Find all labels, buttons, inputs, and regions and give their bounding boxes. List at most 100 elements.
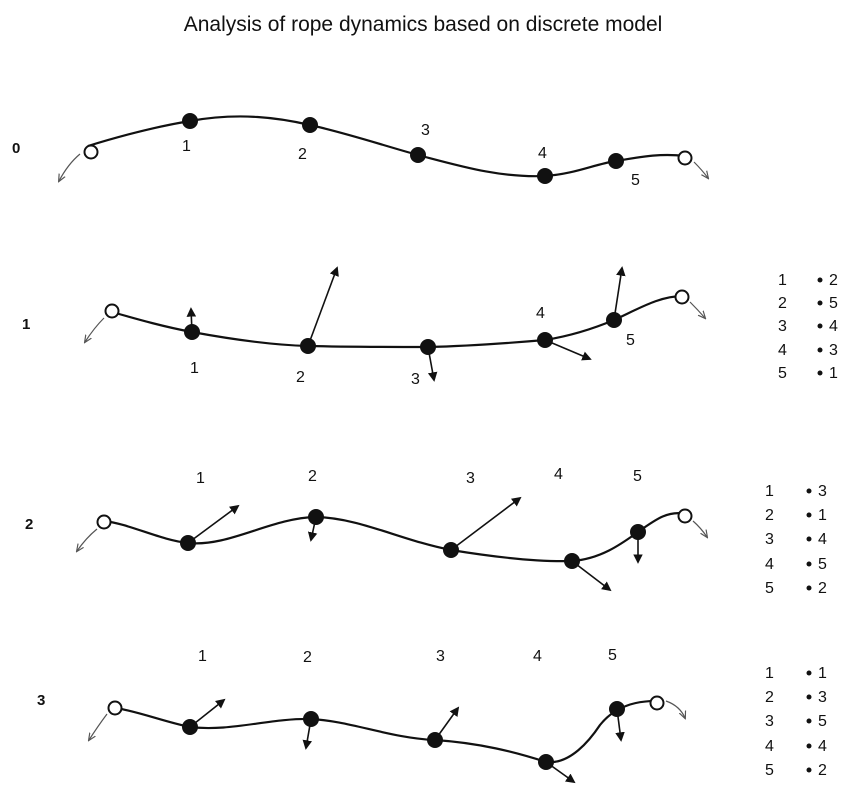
node-5 [606,312,622,328]
mapping-dot [817,347,823,353]
end-ring-right [674,289,690,305]
stage-0: 0 1 2 3 4 5 [12,113,708,189]
node-label-4: 4 [554,466,563,483]
node-5 [609,701,625,717]
mapping-to: 3 [829,342,838,359]
mapping-dot [817,370,823,376]
mapping-to: 4 [818,738,827,755]
node-4 [564,553,580,569]
node-2 [300,338,316,354]
mapping-from: 4 [765,738,774,755]
end-arrow-right [693,161,708,178]
mapping-row: 1 1 [765,665,827,682]
node-label-2: 2 [296,369,305,386]
mapping-row: 3 4 [778,318,838,335]
mapping-dot [806,670,812,676]
node-3 [420,339,436,355]
mapping-row: 3 4 [765,531,827,548]
mapping-to: 5 [818,556,827,573]
end-ring-left [96,514,112,530]
mapping-row: 1 2 [778,272,838,289]
node-label-2: 2 [303,649,312,666]
mapping-dot [817,323,823,329]
stage-2: 2 1 2 3 4 5 1 3 2 1 [25,466,827,597]
mapping-row: 5 1 [778,365,838,382]
mapping-dot [817,277,823,283]
mapping-row: 4 3 [778,342,838,359]
node-label-1: 1 [196,470,205,487]
velocity-arrow-1 [187,504,240,544]
diagram-title: Analysis of rope dynamics based on discr… [184,13,663,36]
mapping-row: 2 5 [778,295,838,312]
mapping-from: 1 [778,272,787,289]
end-ring-right [677,150,693,166]
mapping-to: 5 [818,713,827,730]
velocity-arrow-3 [450,496,522,551]
node-label-5: 5 [608,647,617,664]
stage-label: 3 [37,692,45,709]
mapping-from: 3 [778,318,787,335]
mapping-dot [806,718,812,724]
rope-curve [87,115,686,178]
end-ring-right [649,695,665,711]
node-label-3: 3 [411,371,420,388]
mapping-to: 1 [829,365,838,382]
end-ring-left [104,303,120,319]
end-arrow-left [59,153,81,181]
mapping-from: 3 [765,531,774,548]
mapping-from: 2 [765,507,774,524]
end-ring-left [83,144,99,160]
stage-1: 1 1 2 3 4 5 1 2 2 5 [22,266,838,388]
mapping-to: 3 [818,689,827,706]
end-ring-right [677,508,693,524]
end-arrow-left [89,713,108,740]
node-4 [537,168,553,184]
end-arrow-left [77,528,98,551]
node-label-4: 4 [536,305,545,322]
mapping-from: 5 [765,580,774,597]
mapping-dot [806,743,812,749]
node-3 [410,147,426,163]
mapping-dot [806,561,812,567]
node-label-2: 2 [298,146,307,163]
mapping-to: 1 [818,507,827,524]
end-ring-left [107,700,123,716]
mapping-from: 3 [765,713,774,730]
mapping-to: 2 [818,762,827,779]
end-arrow-right [692,520,707,537]
mapping-to: 2 [829,272,838,289]
mapping-row: 2 3 [765,689,827,706]
stage-label: 0 [12,140,20,157]
mapping-dot [806,488,812,494]
velocity-arrow-2 [307,266,339,347]
node-2 [302,117,318,133]
node-label-5: 5 [631,172,640,189]
end-arrow-right [689,301,705,318]
velocity-arrow-4 [544,339,592,361]
node-3 [427,732,443,748]
node-5 [608,153,624,169]
node-4 [538,754,554,770]
node-label-3: 3 [466,470,475,487]
rope-curve [111,294,684,349]
index-mapping: 1 2 2 5 3 4 4 3 5 1 [778,272,838,382]
mapping-row: 1 3 [765,483,827,500]
node-label-2: 2 [308,468,317,485]
mapping-from: 4 [765,556,774,573]
mapping-from: 2 [765,689,774,706]
node-1 [180,535,196,551]
mapping-from: 5 [778,365,787,382]
node-4 [537,332,553,348]
node-label-1: 1 [190,360,199,377]
node-label-1: 1 [182,138,191,155]
mapping-from: 1 [765,665,774,682]
node-1 [184,324,200,340]
node-2 [308,509,324,525]
mapping-to: 4 [829,318,838,335]
node-1 [182,113,198,129]
node-label-5: 5 [626,332,635,349]
mapping-to: 1 [818,665,827,682]
mapping-to: 2 [818,580,827,597]
mapping-dot [806,536,812,542]
node-label-3: 3 [436,648,445,665]
